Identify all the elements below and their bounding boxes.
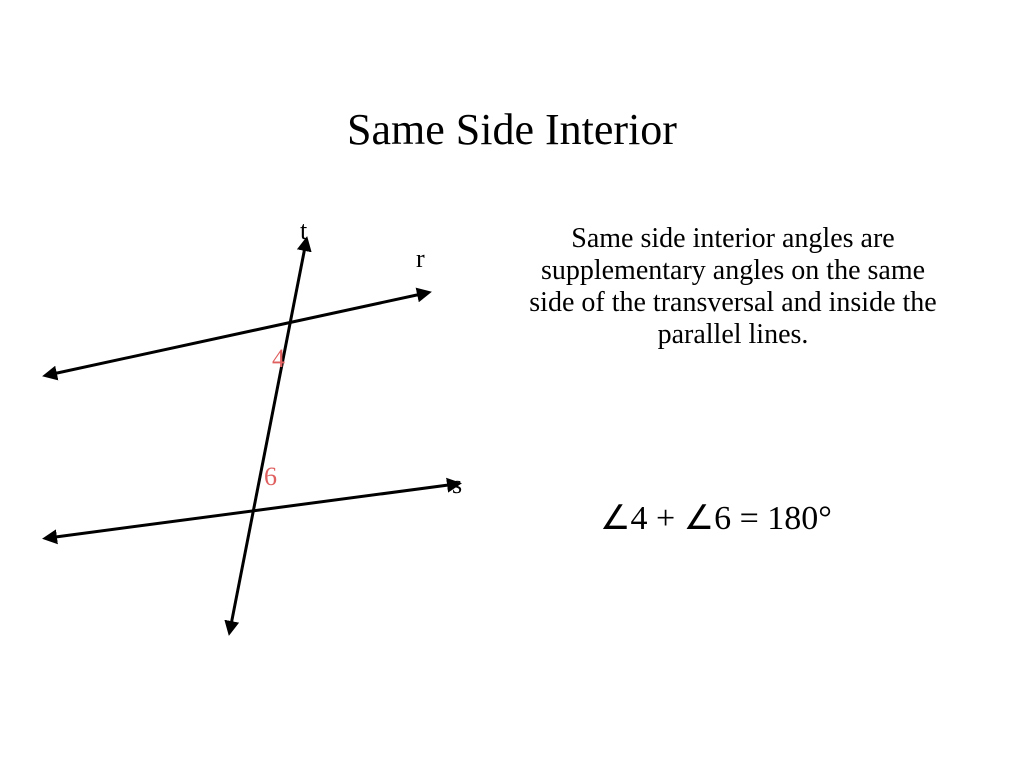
line-r — [48, 293, 426, 375]
slide: { "title": { "text": "Same Side Interior… — [0, 0, 1024, 768]
equation-text: ∠4 + ∠6 = 180° — [600, 498, 832, 538]
label-s: s — [452, 470, 462, 500]
angle-6-label: 6 — [264, 462, 277, 492]
label-t: t — [300, 216, 307, 246]
definition-text: Same side interior angles are supplement… — [528, 223, 938, 351]
slide-title: Same Side Interior — [0, 104, 1024, 155]
line-t — [230, 242, 306, 630]
label-r: r — [416, 244, 425, 274]
angle-4-label: 4 — [272, 344, 285, 374]
